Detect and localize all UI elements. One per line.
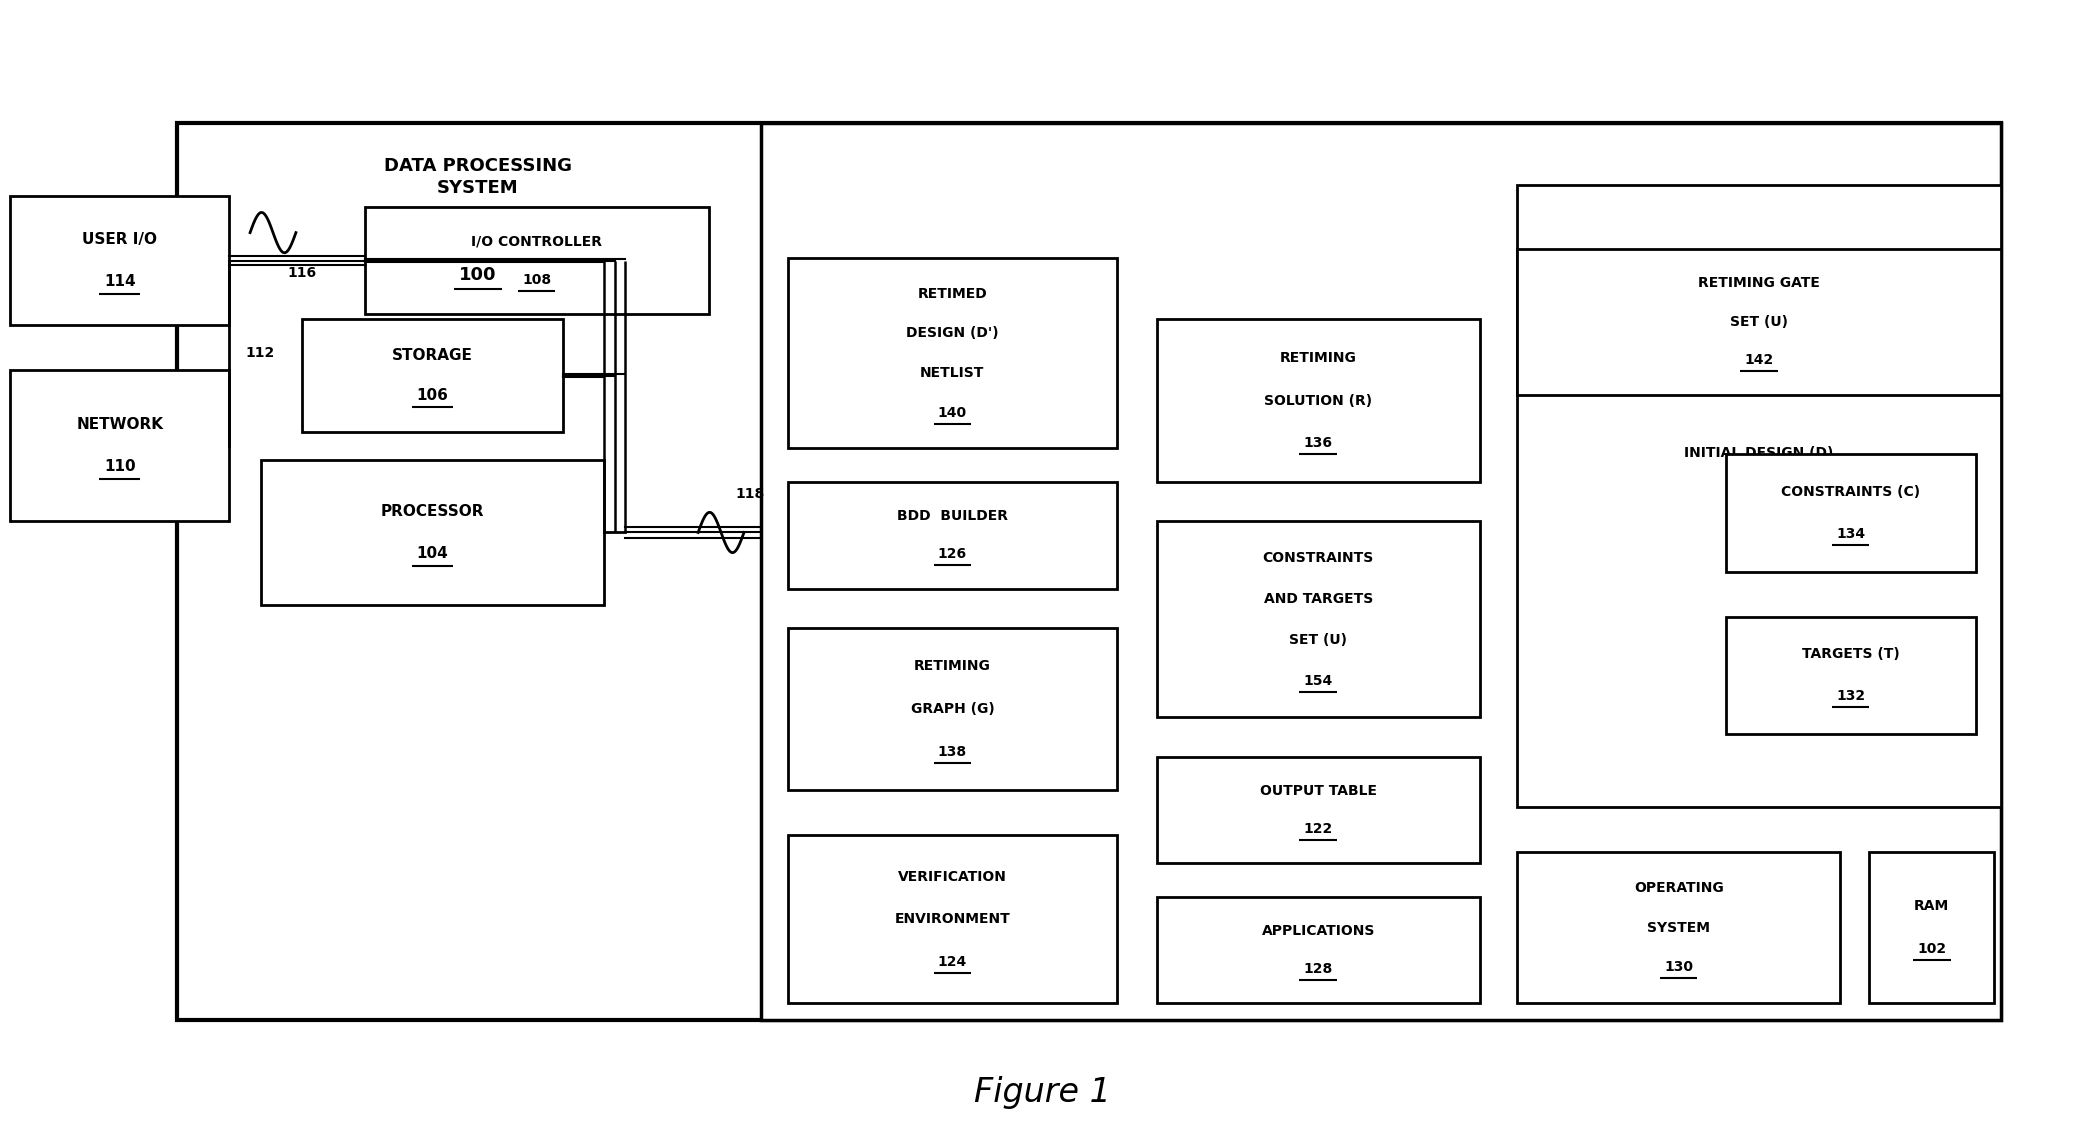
Text: CONSTRAINTS (C): CONSTRAINTS (C) [1782,485,1919,499]
Bar [365,207,709,314]
Text: RAM: RAM [1915,899,1949,914]
Text: 116: 116 [288,267,317,280]
Text: 136: 136 [1305,436,1332,451]
Text: 108: 108 [523,272,550,287]
Text: OUTPUT TABLE: OUTPUT TABLE [1259,784,1378,798]
Text: ENVIRONMENT: ENVIRONMENT [894,912,1011,926]
Text: Figure 1: Figure 1 [973,1076,1111,1110]
Text: RETIMED: RETIMED [917,287,988,300]
Text: 122: 122 [1302,822,1334,836]
Text: 134: 134 [1836,527,1865,540]
Text: RETIMING: RETIMING [915,659,990,674]
Text: BDD  BUILDER: BDD BUILDER [896,509,1009,524]
Text: NETWORK: NETWORK [77,417,163,432]
Text: NETLIST: NETLIST [921,365,984,380]
Bar [761,123,2001,1020]
Text: 138: 138 [938,744,967,759]
Text: NETLIST: NETLIST [1728,489,1790,503]
Text: RETIMING: RETIMING [1280,351,1357,365]
Text: STORAGE: STORAGE [392,348,473,363]
Text: 132: 132 [1836,689,1865,703]
Bar [1869,852,1994,1003]
Text: TARGETS (T): TARGETS (T) [1803,648,1899,661]
Text: SET (U): SET (U) [1730,315,1788,328]
Text: 120: 120 [1744,531,1773,546]
Text: 100: 100 [458,266,496,284]
Text: OPERATING: OPERATING [1634,881,1723,895]
Text: VERIFICATION: VERIFICATION [898,870,1007,883]
Bar [10,196,229,325]
Text: GRAPH (G): GRAPH (G) [911,702,994,716]
Text: 140: 140 [938,406,967,419]
Text: DESIGN (D'): DESIGN (D') [907,326,998,341]
Text: 126: 126 [938,547,967,562]
Text: 118: 118 [736,488,765,501]
Text: DATA PROCESSING
SYSTEM: DATA PROCESSING SYSTEM [383,157,571,197]
Bar [1517,249,2001,395]
Text: 124: 124 [938,955,967,969]
Bar [1157,897,1480,1003]
Bar [1726,617,1976,734]
Bar [302,319,563,432]
Text: 102: 102 [1917,942,1946,956]
Bar [177,123,2001,1020]
Text: 110: 110 [104,460,135,474]
Bar [788,628,1117,790]
Bar [1726,454,1976,572]
Text: 130: 130 [1665,961,1692,974]
Text: APPLICATIONS: APPLICATIONS [1261,924,1375,938]
Text: 104: 104 [417,546,448,562]
Text: 106: 106 [417,388,448,404]
Text: RETIMING GATE: RETIMING GATE [1698,277,1819,290]
Text: SET (U): SET (U) [1290,632,1346,647]
Bar [1157,319,1480,482]
Text: USER I/O: USER I/O [83,232,156,247]
Bar [260,460,604,605]
Bar [1157,521,1480,717]
Bar [788,482,1117,589]
Bar [1517,185,2001,807]
Bar [788,835,1117,1003]
Text: 112: 112 [246,346,275,360]
Bar [788,258,1117,448]
Text: INITIAL DESIGN (D): INITIAL DESIGN (D) [1684,446,1834,461]
Text: 142: 142 [1744,353,1773,367]
Text: I/O CONTROLLER: I/O CONTROLLER [471,234,602,249]
Bar [1157,757,1480,863]
Text: PROCESSOR: PROCESSOR [381,503,483,519]
Text: 128: 128 [1302,962,1334,976]
Text: 154: 154 [1302,674,1334,687]
Text: CONSTRAINTS: CONSTRAINTS [1263,552,1373,565]
Text: SYSTEM: SYSTEM [1646,920,1711,935]
Bar [1517,852,1840,1003]
Text: 114: 114 [104,275,135,289]
Text: SOLUTION (R): SOLUTION (R) [1265,393,1371,408]
Text: AND TARGETS: AND TARGETS [1263,592,1373,606]
Bar [10,370,229,521]
